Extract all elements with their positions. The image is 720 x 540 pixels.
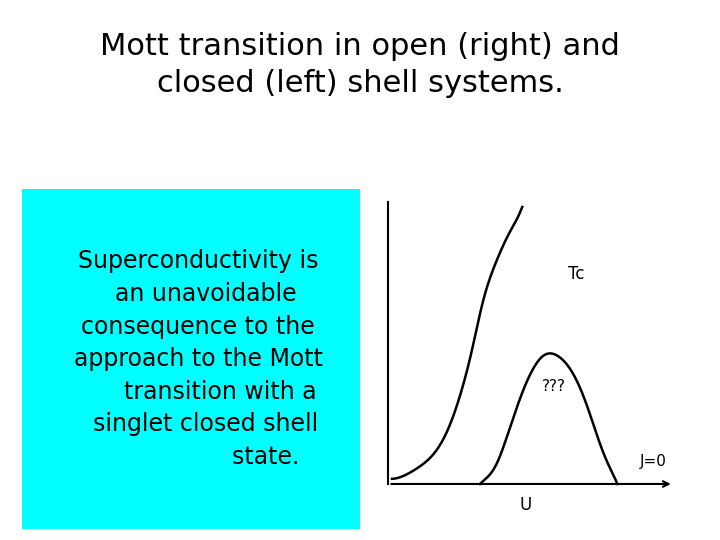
- Text: ???: ???: [542, 379, 566, 394]
- Text: Superconductivity is
  an unavoidable
consequence to the
approach to the Mott
  : Superconductivity is an unavoidable cons…: [73, 249, 323, 469]
- Bar: [22, 189, 360, 529]
- Text: Tc: Tc: [568, 265, 585, 282]
- Text: Mott transition in open (right) and
closed (left) shell systems.: Mott transition in open (right) and clos…: [100, 32, 620, 98]
- Text: J=0: J=0: [639, 454, 667, 469]
- Text: U: U: [519, 496, 532, 514]
